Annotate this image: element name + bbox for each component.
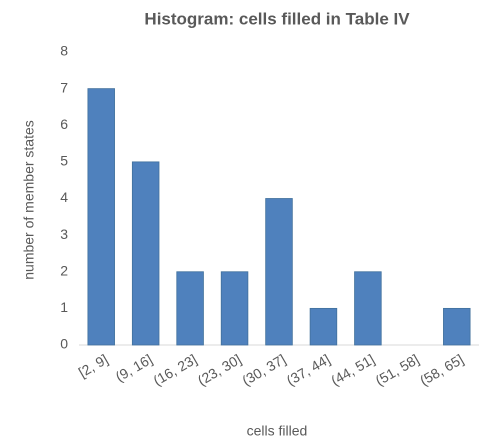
- bar: [354, 271, 382, 346]
- bar: [443, 307, 471, 346]
- x-tick-label: (16, 23]: [150, 351, 199, 389]
- x-tick-label: (23, 30]: [195, 351, 244, 389]
- x-tick-label: (44, 51]: [328, 351, 377, 389]
- bar: [131, 161, 160, 346]
- x-tick-label: (9, 16]: [113, 351, 155, 385]
- y-tick-label: 0: [60, 336, 68, 352]
- bar: [220, 271, 249, 346]
- bar: [176, 271, 204, 346]
- y-tick-label: 4: [60, 189, 68, 205]
- y-axis-label: number of member states: [21, 120, 37, 280]
- bar: [265, 198, 293, 346]
- x-tick-label: (51, 58]: [373, 351, 422, 389]
- y-tick-label: 1: [60, 299, 68, 315]
- x-axis-label: cells filled: [247, 423, 308, 439]
- y-tick-label: 7: [60, 79, 68, 95]
- x-tick-label: [2, 9]: [76, 351, 111, 380]
- x-tick-label: (37, 44]: [284, 351, 333, 389]
- x-tick-label: (30, 37]: [239, 351, 288, 389]
- x-tick-label: (58, 65]: [417, 351, 466, 389]
- bar: [309, 307, 338, 346]
- y-tick-label: 6: [60, 116, 68, 132]
- bar: [87, 88, 115, 346]
- y-tick-label: 8: [60, 43, 68, 59]
- y-tick-label: 3: [60, 226, 68, 242]
- y-tick-label: 2: [60, 262, 68, 278]
- y-tick-label: 5: [60, 153, 68, 169]
- chart-title: Histogram: cells filled in Table IV: [144, 9, 410, 28]
